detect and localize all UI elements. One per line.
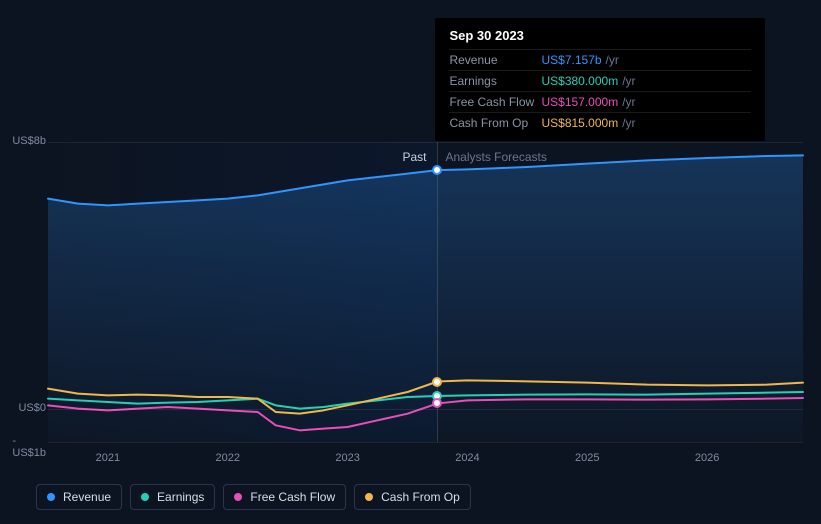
x-axis-label: 2023: [335, 452, 359, 464]
legend-label: Cash From Op: [381, 490, 460, 504]
tooltip-row-value: US$380.000m: [541, 74, 618, 88]
tooltip-rows: RevenueUS$7.157b/yrEarningsUS$380.000m/y…: [449, 49, 751, 133]
chart-legend: Revenue Earnings Free Cash Flow Cash From O…: [36, 484, 471, 510]
legend-item-revenue[interactable]: Revenue: [36, 484, 122, 510]
legend-item-earnings[interactable]: Earnings: [130, 484, 215, 510]
x-axis-label: 2024: [455, 452, 479, 464]
tooltip-row: EarningsUS$380.000m/yr: [449, 70, 751, 91]
y-axis-label: US$0: [18, 402, 46, 414]
chart-tooltip: Sep 30 2023 RevenueUS$7.157b/yrEarningsU…: [435, 18, 765, 141]
tooltip-row: RevenueUS$7.157b/yr: [449, 49, 751, 70]
legend-item-cash-from-op[interactable]: Cash From Op: [354, 484, 471, 510]
legend-label: Revenue: [63, 490, 111, 504]
tooltip-row-label: Cash From Op: [449, 116, 541, 130]
x-axis-label: 2025: [575, 452, 599, 464]
x-axis-label: 2022: [216, 452, 240, 464]
legend-dot-icon: [47, 493, 55, 501]
x-axis-label: 2026: [695, 452, 719, 464]
legend-dot-icon: [365, 493, 373, 501]
y-gridline: [48, 142, 803, 143]
tooltip-row: Cash From OpUS$815.000m/yr: [449, 112, 751, 133]
legend-label: Earnings: [157, 490, 204, 504]
tooltip-row-label: Revenue: [449, 53, 541, 67]
tooltip-row-unit: /yr: [622, 95, 635, 109]
legend-item-free-cash-flow[interactable]: Free Cash Flow: [223, 484, 346, 510]
tooltip-row-label: Free Cash Flow: [449, 95, 541, 109]
marker-fcf: [432, 398, 442, 408]
legend-label: Free Cash Flow: [250, 490, 335, 504]
tooltip-row-value: US$157.000m: [541, 95, 618, 109]
tooltip-row-value: US$815.000m: [541, 116, 618, 130]
chart-container: Past Analysts Forecasts Sep 30 2023 Reve…: [18, 0, 803, 524]
marker-revenue: [432, 165, 442, 175]
tooltip-date: Sep 30 2023: [449, 28, 751, 43]
legend-dot-icon: [234, 493, 242, 501]
y-axis-label: US$8b: [12, 135, 46, 147]
marker-cfo: [432, 377, 442, 387]
tooltip-row-unit: /yr: [622, 74, 635, 88]
x-axis-label: 2021: [96, 452, 120, 464]
y-gridline: [48, 409, 803, 410]
tooltip-row-unit: /yr: [622, 116, 635, 130]
y-axis-label: -US$1b: [12, 435, 46, 459]
plot-area[interactable]: Past Analysts Forecasts: [48, 142, 803, 442]
tooltip-row: Free Cash FlowUS$157.000m/yr: [449, 91, 751, 112]
tooltip-row-label: Earnings: [449, 74, 541, 88]
tooltip-row-unit: /yr: [606, 53, 619, 67]
legend-dot-icon: [141, 493, 149, 501]
chart-lines-svg: [48, 142, 803, 442]
y-gridline: [48, 442, 803, 443]
tooltip-row-value: US$7.157b: [541, 53, 601, 67]
